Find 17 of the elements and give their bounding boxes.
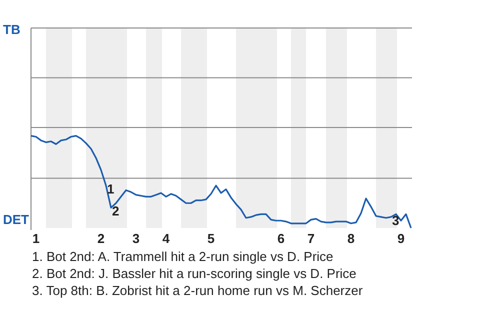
x-tick-label: 1: [32, 231, 40, 246]
text: 3. Top 8th: B. Zobrist hit a 2-run home run vs M. Scherzer: [32, 283, 364, 298]
text: 1. Bot 2nd: A. Trammell hit a 2-run single vs D. Price: [32, 249, 334, 264]
x-tick-label: 5: [207, 231, 215, 246]
text: DET: [3, 212, 30, 227]
text: TB: [3, 22, 20, 37]
annotation: 3: [392, 212, 400, 228]
x-tick-label: 6: [277, 231, 285, 246]
text: 2. Bot 2nd: J. Bassler hit a run-scoring single vs D. Price: [32, 266, 356, 281]
annotation: 2: [112, 204, 120, 219]
x-tick-label: 3: [132, 231, 140, 246]
x-tick-label: 4: [162, 231, 170, 246]
x-tick-label: 2: [97, 231, 105, 246]
x-tick-label: 8: [347, 231, 355, 246]
x-tick-label: 9: [397, 231, 405, 246]
x-tick-label: 7: [307, 231, 315, 246]
annotation: 1: [107, 182, 114, 197]
